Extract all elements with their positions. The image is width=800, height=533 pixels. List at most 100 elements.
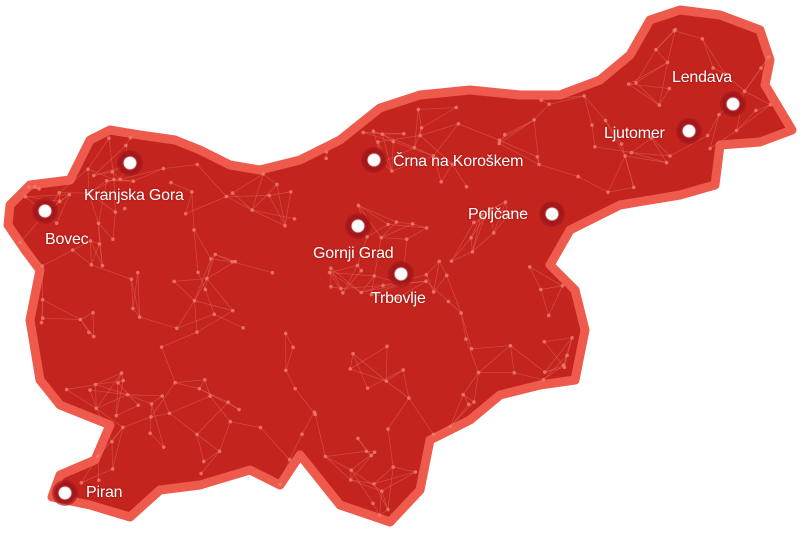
network-line xyxy=(206,278,234,311)
network-line xyxy=(373,237,382,276)
network-line xyxy=(667,29,676,63)
marker-trbovlje[interactable] xyxy=(388,261,414,287)
network-line xyxy=(472,232,494,253)
network-line xyxy=(387,428,394,468)
marker-gornji-grad[interactable] xyxy=(345,213,371,239)
network-line xyxy=(113,179,116,213)
network-dot xyxy=(87,191,91,195)
network-line xyxy=(175,379,205,384)
network-dot xyxy=(258,425,263,430)
network-line xyxy=(385,346,388,382)
network-line xyxy=(382,133,394,142)
network-dot xyxy=(535,155,540,159)
network-line xyxy=(605,120,622,145)
marker-piran[interactable] xyxy=(52,480,78,506)
network-dot xyxy=(560,283,565,288)
marker-lendava[interactable] xyxy=(720,91,746,117)
network-dot xyxy=(404,237,409,242)
network-line xyxy=(377,135,421,143)
network-dot xyxy=(339,286,343,291)
network-line xyxy=(161,395,170,414)
network-dot xyxy=(386,427,390,431)
network-line xyxy=(197,272,206,290)
network-dot xyxy=(136,403,141,408)
network-dot xyxy=(110,439,114,444)
network-line xyxy=(361,285,384,293)
network-line xyxy=(421,107,457,129)
network-line xyxy=(373,483,389,510)
network-line xyxy=(628,62,668,85)
network-dot xyxy=(361,130,365,135)
network-dot xyxy=(437,259,442,264)
network-line xyxy=(350,479,382,492)
network-line xyxy=(88,179,115,194)
network-line xyxy=(204,379,211,397)
network-dot xyxy=(89,263,94,267)
network-line xyxy=(655,49,668,63)
network-dot xyxy=(199,471,203,476)
network-dot xyxy=(561,363,566,367)
network-line xyxy=(80,312,94,320)
network-line xyxy=(440,163,453,183)
network-line xyxy=(111,427,124,443)
network-dot xyxy=(91,310,95,315)
network-line xyxy=(651,137,671,157)
city-label-bovec: Bovec xyxy=(45,231,89,248)
network-dot xyxy=(657,103,662,107)
network-line xyxy=(418,109,422,128)
network-line xyxy=(112,427,124,470)
network-line xyxy=(163,164,198,169)
network-dot xyxy=(527,265,532,269)
network-line xyxy=(87,138,110,170)
city-label-piran: Piran xyxy=(86,484,123,501)
network-line xyxy=(329,265,358,273)
network-line xyxy=(268,195,286,226)
network-dot xyxy=(454,105,459,110)
network-line xyxy=(111,441,113,469)
network-dot xyxy=(205,276,209,281)
network-dot xyxy=(456,121,461,126)
network-dot xyxy=(121,425,125,430)
network-dot xyxy=(464,184,469,189)
marker-ljutomer[interactable] xyxy=(676,118,702,144)
network-dot xyxy=(86,167,90,171)
network-line xyxy=(115,382,119,416)
marker-kranjska-gora[interactable] xyxy=(117,150,143,176)
network-line xyxy=(635,82,660,106)
network-dot xyxy=(717,112,721,117)
network-dot xyxy=(96,221,101,226)
network-dot xyxy=(386,222,390,227)
marker-crna-na-koroskem[interactable] xyxy=(361,147,387,173)
network-line xyxy=(56,194,70,224)
network-line xyxy=(366,224,389,238)
network-line xyxy=(325,450,367,457)
network-dot xyxy=(183,211,188,216)
network-dot xyxy=(424,279,428,284)
network-dot xyxy=(261,172,265,176)
network-line xyxy=(98,223,100,245)
network-dot xyxy=(94,406,99,411)
marker-bovec[interactable] xyxy=(32,198,58,224)
network-dot xyxy=(203,378,207,382)
network-line xyxy=(72,240,91,251)
network-dot xyxy=(87,330,91,335)
network-line xyxy=(330,267,342,289)
network-dot xyxy=(424,272,429,277)
network-line xyxy=(232,192,253,211)
network-line xyxy=(95,372,122,385)
network-dot xyxy=(506,213,510,217)
network-dot xyxy=(40,264,45,268)
marker-poljcane[interactable] xyxy=(539,201,565,227)
network-line xyxy=(193,229,212,260)
network-line xyxy=(232,261,273,274)
network-line xyxy=(489,201,506,210)
network-dot xyxy=(88,388,92,392)
network-dot xyxy=(58,199,62,204)
network-dot xyxy=(241,326,245,330)
network-dot xyxy=(114,413,119,418)
network-dot xyxy=(250,208,254,212)
network-dot xyxy=(629,150,634,155)
network-line xyxy=(460,313,467,340)
network-line xyxy=(396,221,413,225)
network-dot xyxy=(172,279,176,284)
